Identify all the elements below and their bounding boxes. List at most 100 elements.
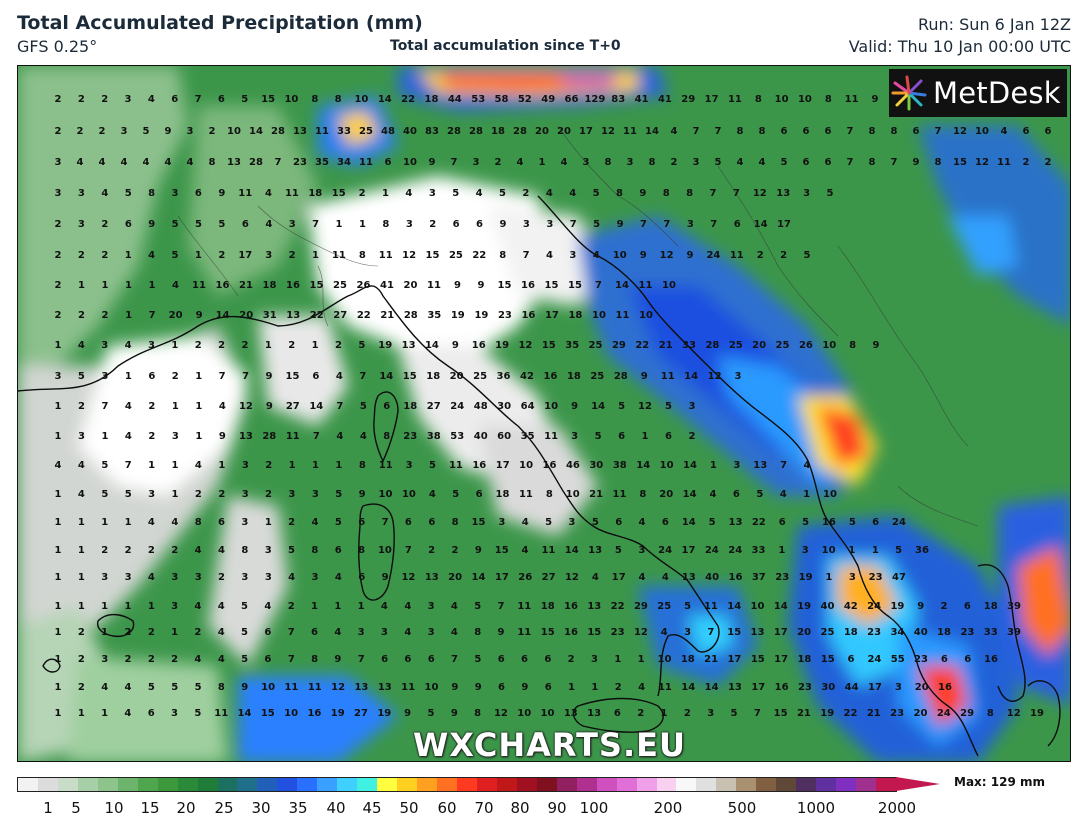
precipitation-map[interactable]: 2 2 2 3 4 6 7 6 5 15 10 8 8 10 14 22 18 44 53 58 52 49 66 129 83… xyxy=(17,65,1071,762)
colorbar-tick-label: 1 xyxy=(43,799,53,817)
precip-value-label: 13 xyxy=(354,682,368,693)
colorbar-swatch xyxy=(337,778,358,791)
colorbar-tick-label: 5 xyxy=(71,799,81,817)
precip-value-label: 2 xyxy=(218,340,225,351)
precip-value-label: 18 xyxy=(425,94,439,105)
precip-value-label: 23 xyxy=(869,572,883,583)
precip-value-label: 6 xyxy=(405,517,412,528)
precip-value-label: 4 xyxy=(148,572,155,583)
precip-value-label: 29 xyxy=(612,340,626,351)
precip-value-label: 3 xyxy=(172,431,179,442)
precip-value-label: 26 xyxy=(518,572,532,583)
precip-value-label: 11 xyxy=(519,489,533,500)
precip-value-label: 14 xyxy=(727,601,741,612)
precip-value-label: 19 xyxy=(474,310,488,321)
precip-value-label: 10 xyxy=(662,280,676,291)
precip-value-label: 8 xyxy=(639,489,646,500)
precip-value-label: 4 xyxy=(78,340,85,351)
precip-value-label: 6 xyxy=(1045,126,1052,137)
precip-value-label: 8 xyxy=(474,708,481,719)
precip-value-label: 5 xyxy=(615,545,622,556)
precip-value-label: 3 xyxy=(802,545,809,556)
precip-value-label: 9 xyxy=(266,371,273,382)
precip-value-label: 4 xyxy=(737,157,744,168)
precip-value-label: 4 xyxy=(264,601,271,612)
precip-value-label: 24 xyxy=(892,517,906,528)
precip-value-label: 4 xyxy=(78,489,85,500)
precip-value-label: 10 xyxy=(378,545,392,556)
precip-value-label: 41 xyxy=(380,280,394,291)
precip-value-label: 35 xyxy=(427,310,441,321)
precip-value-label: 1 xyxy=(148,601,155,612)
precip-value-label: 10 xyxy=(823,489,837,500)
colorbar-tick-label: 1000 xyxy=(796,799,836,817)
precip-value-label: 18 xyxy=(681,654,695,665)
precip-value-label: 23 xyxy=(960,627,974,638)
colorbar-swatch xyxy=(437,778,457,791)
precip-value-label: 6 xyxy=(381,654,388,665)
colorbar-swatch xyxy=(596,778,617,791)
precip-value-label: 15 xyxy=(953,157,967,168)
precip-value-label: 5 xyxy=(895,545,902,556)
precip-value-label: 8 xyxy=(686,188,693,199)
precip-value-label: 13 xyxy=(751,627,765,638)
precip-value-label: 8 xyxy=(311,654,318,665)
precip-value-label: 8 xyxy=(311,94,318,105)
precip-value-label: 2 xyxy=(55,280,62,291)
precip-value-label: 8 xyxy=(209,157,216,168)
precip-value-label: 14 xyxy=(615,280,629,291)
precip-value-label: 11 xyxy=(359,157,373,168)
precip-value-label: 8 xyxy=(616,188,623,199)
precip-value-label: 2 xyxy=(101,250,108,261)
precip-value-label: 1 xyxy=(171,340,178,351)
precip-value-label: 6 xyxy=(941,654,948,665)
precip-value-label: 3 xyxy=(523,219,530,230)
precip-value-label: 7 xyxy=(498,601,505,612)
precip-value-label: 18 xyxy=(984,601,998,612)
precip-value-label: 3 xyxy=(265,545,272,556)
precip-value-label: 10 xyxy=(402,489,416,500)
precip-value-label: 15 xyxy=(568,280,582,291)
precip-value-label: 16 xyxy=(286,280,300,291)
precip-value-label: 11 xyxy=(308,682,322,693)
precip-value-label: 22 xyxy=(357,310,371,321)
precip-value-label: 66 xyxy=(565,94,579,105)
precip-value-label: 23 xyxy=(498,310,512,321)
run-time: Run: Sun 6 Jan 12Z xyxy=(917,15,1071,34)
precip-value-label: 2 xyxy=(172,371,179,382)
precip-value-label: 2 xyxy=(289,250,296,261)
precip-value-label: 3 xyxy=(78,219,85,230)
precip-value-label: 7 xyxy=(275,157,282,168)
precip-value-label: 19 xyxy=(495,340,509,351)
precip-value-label: 10 xyxy=(798,94,812,105)
precip-value-label: 4 xyxy=(124,708,131,719)
precip-value-label: 14 xyxy=(636,460,650,471)
precip-value-label: 7 xyxy=(382,517,389,528)
precip-value-label: 7 xyxy=(288,654,295,665)
colorbar-swatch xyxy=(277,778,298,791)
coastlines xyxy=(18,195,1061,757)
precip-value-label: 17 xyxy=(705,94,719,105)
precip-value-label: 18 xyxy=(567,371,581,382)
precip-value-label: 18 xyxy=(541,601,555,612)
precip-value-label: 9 xyxy=(872,94,879,105)
precip-value-label: 8 xyxy=(605,157,612,168)
precip-value-label: 4 xyxy=(194,601,201,612)
chart-subtitle: Total accumulation since T+0 xyxy=(390,38,621,54)
precip-value-label: 44 xyxy=(845,682,859,693)
precip-value-label: 10 xyxy=(425,682,439,693)
precip-value-label: 18 xyxy=(263,280,277,291)
precip-value-label: 20 xyxy=(169,310,183,321)
precip-value-label: 5 xyxy=(709,517,716,528)
chart-title: Total Accumulated Precipitation (mm) xyxy=(17,12,423,34)
precip-value-label: 4 xyxy=(171,517,178,528)
precip-value-label: 4 xyxy=(476,188,483,199)
precip-value-label: 1 xyxy=(172,489,179,500)
precip-value-label: 15 xyxy=(821,654,835,665)
precip-value-label: 2 xyxy=(148,627,155,638)
precip-value-label: 28 xyxy=(404,310,418,321)
precip-value-label: 4 xyxy=(336,371,343,382)
precip-value-label: 6 xyxy=(312,371,319,382)
precip-value-label: 6 xyxy=(125,219,132,230)
precip-value-label: 20 xyxy=(404,280,418,291)
